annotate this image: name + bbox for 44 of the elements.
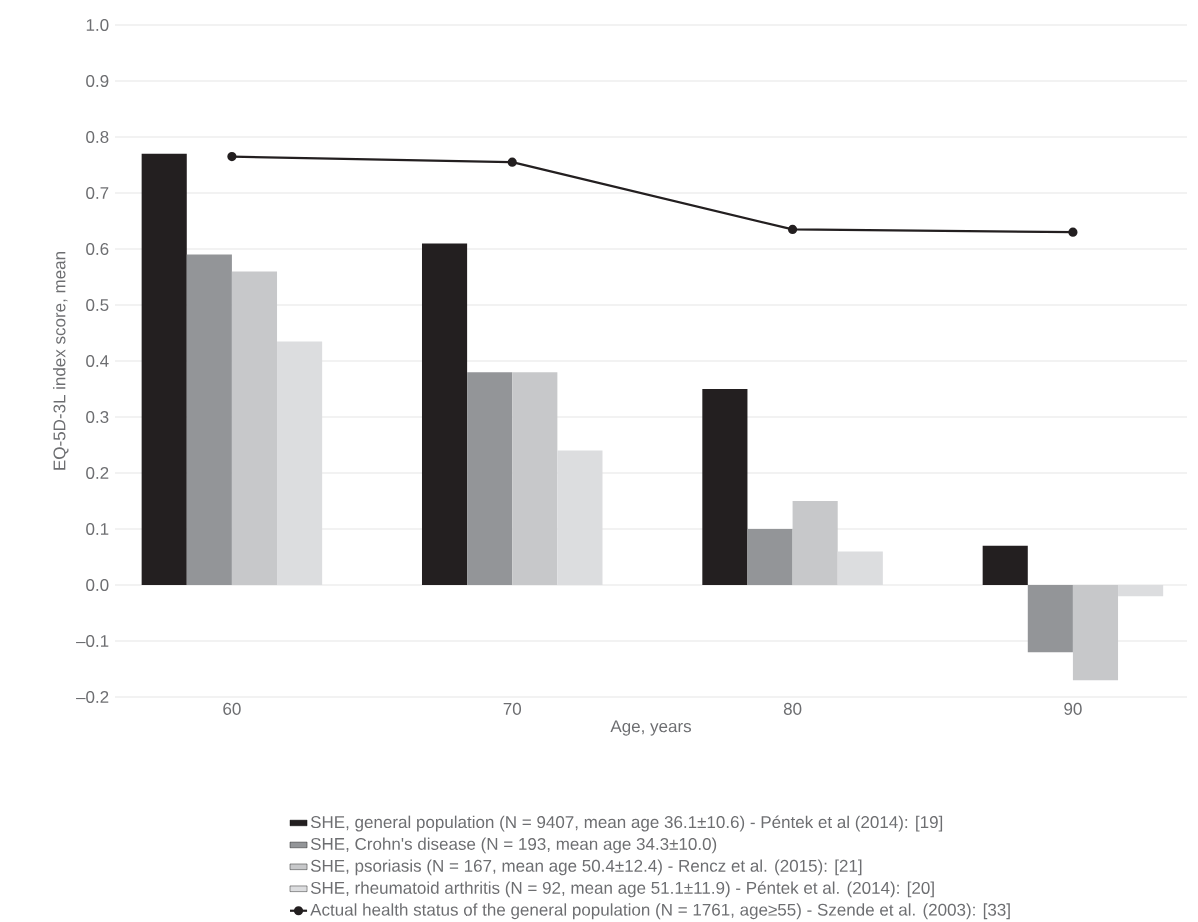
- legend-label: Actual health status of the general population (N = 1761, age≥55) - Szende et al. (2003): [33]: [310, 903, 1010, 920]
- legend-label: SHE, Crohn's disease (N = 193, mean age 34.3±10.0): [310, 837, 717, 854]
- y-tick-label: 0.2: [86, 466, 109, 479]
- bar: [1072, 584, 1119, 681]
- bar: [1027, 584, 1073, 653]
- y-tick-label: –0.2: [76, 690, 109, 703]
- point: [507, 157, 517, 167]
- bar: [421, 243, 468, 585]
- x-axis-title: Age, years: [610, 720, 692, 736]
- y-tick-label: 0.4: [86, 354, 109, 367]
- x-tick-label: 90: [1064, 702, 1082, 715]
- legend-label: SHE, rheumatoid arthritis (N = 92, mean age 51.1±11.9) - Péntek et al. (2014): [20]: [310, 881, 934, 898]
- y-tick-label: 0.5: [86, 298, 109, 311]
- y-tick-label: 0.1: [86, 522, 109, 535]
- y-tick-label: 0.8: [86, 130, 109, 143]
- point: [227, 151, 237, 162]
- legend-label: SHE, general population (N = 9407, mean age 36.1±10.6) - Péntek et al (2014): [19]: [310, 815, 943, 832]
- bar: [277, 341, 323, 585]
- bar: [1118, 584, 1164, 597]
- y-tick-label: 0.6: [86, 242, 109, 255]
- x-tick-label: 80: [783, 702, 802, 715]
- point: [787, 224, 798, 234]
- bar: [702, 388, 748, 585]
- y-tick-label: –0.1: [76, 634, 109, 647]
- bar: [512, 372, 558, 585]
- bar: [792, 500, 838, 585]
- y-tick-label: 0.9: [86, 74, 109, 87]
- y-tick-label: 0.0: [86, 578, 109, 591]
- legend-label: SHE, psoriasis (N = 167, mean age 50.4±12.4) - Rencz et al. (2015): [21]: [310, 859, 862, 876]
- point: [1068, 227, 1078, 237]
- y-axis-title: EQ-5D-3L index score, mean: [52, 251, 69, 470]
- bar: [141, 153, 187, 585]
- bar: [747, 528, 793, 585]
- bar: [837, 551, 883, 585]
- bar: [557, 450, 603, 585]
- x-tick-label: 60: [223, 702, 241, 715]
- x-tick-label: 70: [503, 702, 522, 715]
- y-tick-label: 0.3: [86, 410, 109, 423]
- bar: [467, 372, 513, 585]
- y-tick-label: 0.7: [86, 186, 109, 199]
- bar: [186, 254, 232, 585]
- y-tick-label: 1.0: [86, 18, 109, 31]
- bar: [982, 545, 1028, 585]
- bar: [231, 271, 278, 585]
